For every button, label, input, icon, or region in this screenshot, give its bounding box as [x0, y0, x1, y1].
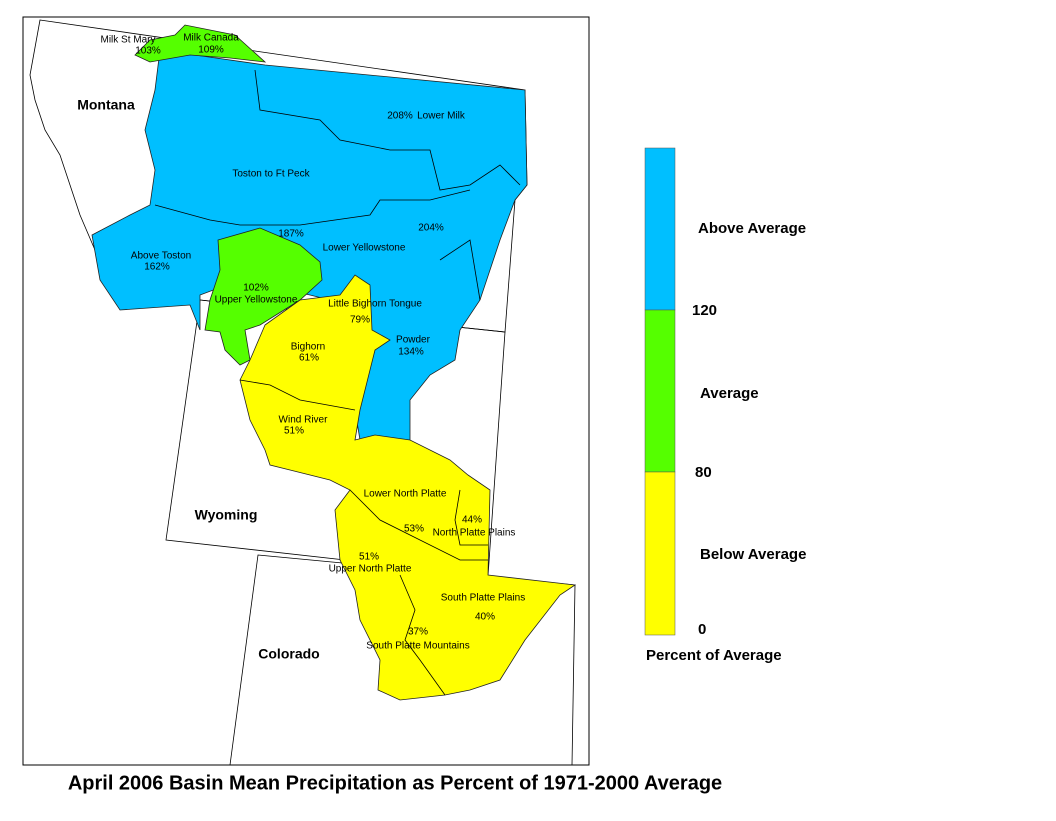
basin-label: 61% — [299, 353, 319, 364]
basin-boundary — [454, 489, 488, 546]
basin-label: 187% — [278, 229, 304, 240]
state-label: Montana — [77, 97, 135, 113]
basin-labels: Milk St Mary 103% Milk Canada 109% 208% … — [101, 33, 526, 652]
basin-label: Toston to Ft Peck — [232, 169, 310, 180]
basin-label: North Platte Plains — [433, 528, 516, 539]
basin-label: Upper Yellowstone — [215, 295, 298, 306]
basin-label: Lower North Platte — [364, 489, 447, 500]
basin-label: 79% — [350, 315, 370, 326]
state-label: Colorado — [258, 646, 319, 662]
milk-basins — [134, 24, 267, 63]
basin-label: 109% — [198, 45, 224, 56]
basin-label: South Platte Mountains — [366, 641, 469, 652]
basin-boundary — [349, 489, 488, 561]
basin-boundary — [239, 379, 356, 411]
basin-label: 103% — [135, 46, 161, 57]
basin-label: 51% — [284, 426, 304, 437]
legend-break: 0 — [698, 621, 706, 638]
basin-label: 37% — [408, 627, 428, 638]
basin-label: 40% — [475, 612, 495, 623]
basin-label: Above Toston — [131, 251, 191, 262]
legend: Above Average Average Below Average 120 … — [644, 147, 806, 664]
basin-label: Lower Yellowstone — [323, 243, 406, 254]
upper-yellowstone-basin — [204, 227, 323, 366]
legend-break: 120 — [692, 302, 717, 319]
map-title: April 2006 Basin Mean Precipitation as P… — [68, 772, 722, 794]
basin-boundary — [399, 574, 446, 696]
basin-boundary — [254, 69, 521, 191]
basin-label: 53% — [404, 524, 424, 535]
basin-boundary — [154, 189, 471, 226]
state-label: Wyoming — [195, 507, 258, 523]
legend-title: Percent of Average — [646, 647, 782, 664]
basin-label: 51% — [359, 552, 379, 563]
basin-label: Powder — [396, 335, 431, 346]
yellow-basins — [239, 274, 577, 701]
basin-label: Little Bighorn Tongue — [328, 299, 422, 310]
basin-label: 204% — [418, 223, 444, 234]
basin-label: 44% — [462, 515, 482, 526]
legend-swatch — [644, 147, 676, 311]
basin-label: Lower Milk — [417, 111, 466, 122]
basin-label: 162% — [144, 262, 170, 273]
basin-label: South Platte Plains — [441, 593, 526, 604]
basin-label: 102% — [243, 283, 269, 294]
legend-label: Average — [700, 385, 759, 402]
basin-label: Milk St Mary — [101, 35, 156, 46]
legend-label: Above Average — [698, 220, 806, 237]
basin-boundary — [439, 239, 481, 301]
basin-label: Milk Canada — [183, 33, 239, 44]
basin-label: Wind River — [279, 415, 329, 426]
basin-label: Bighorn — [291, 342, 325, 353]
basin-label: 134% — [398, 347, 424, 358]
legend-swatch — [644, 471, 676, 636]
basin-label: 208% — [387, 111, 413, 122]
basin-label: Upper North Platte — [329, 564, 412, 575]
legend-label: Below Average — [700, 546, 806, 563]
legend-break: 80 — [695, 464, 712, 481]
legend-swatch — [644, 309, 676, 473]
